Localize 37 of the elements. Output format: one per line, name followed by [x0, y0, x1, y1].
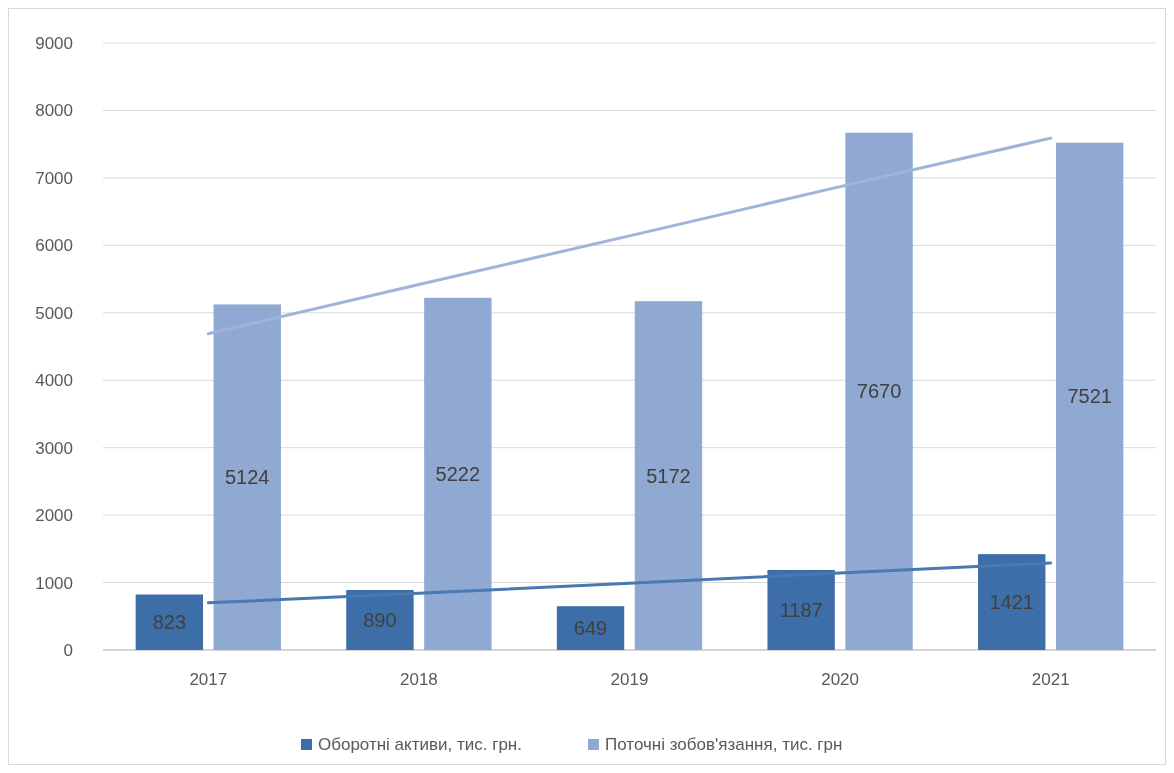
bar	[135, 594, 204, 650]
data-label: 1421	[989, 591, 1034, 614]
x-tick-label: 2018	[399, 670, 438, 689]
data-label: 7670	[856, 380, 902, 403]
y-tick-label: 6000	[35, 236, 73, 256]
data-label: 7521	[1067, 385, 1112, 408]
data-label: 890	[363, 608, 397, 631]
x-tick-label: 2021	[1031, 670, 1070, 689]
y-tick-label: 7000	[35, 168, 73, 188]
y-tick-label: 2000	[35, 506, 73, 526]
x-tick-label: 2019	[610, 670, 649, 689]
bar	[978, 554, 1046, 650]
y-tick-label: 9000	[35, 34, 73, 53]
bar	[845, 132, 913, 650]
x-tick-label: 2017	[189, 670, 228, 689]
bar	[634, 301, 703, 650]
y-tick-label: 0	[63, 641, 73, 660]
bar	[1055, 142, 1124, 650]
x-tick-label: 2020	[821, 670, 860, 689]
bar	[556, 606, 625, 650]
legend-label: Поточні зобов'язання, тис. грн	[605, 735, 843, 754]
y-tick-label: 1000	[35, 573, 73, 593]
data-label: 5124	[225, 466, 270, 489]
data-label: 823	[152, 611, 187, 634]
bar	[424, 297, 492, 650]
data-label: 5172	[646, 464, 691, 487]
data-label: 649	[573, 617, 608, 640]
y-tick-label: 8000	[35, 101, 73, 121]
y-tick-label: 5000	[35, 303, 73, 323]
y-tick-label: 4000	[35, 371, 73, 391]
line-series	[206, 136, 1053, 336]
bar	[767, 569, 835, 650]
bar	[213, 304, 281, 650]
data-label: 1187	[779, 598, 823, 621]
legend-label: Оборотні активи, тис. грн.	[318, 735, 522, 754]
data-label: 5222	[435, 462, 481, 485]
y-tick-label: 3000	[35, 438, 73, 458]
